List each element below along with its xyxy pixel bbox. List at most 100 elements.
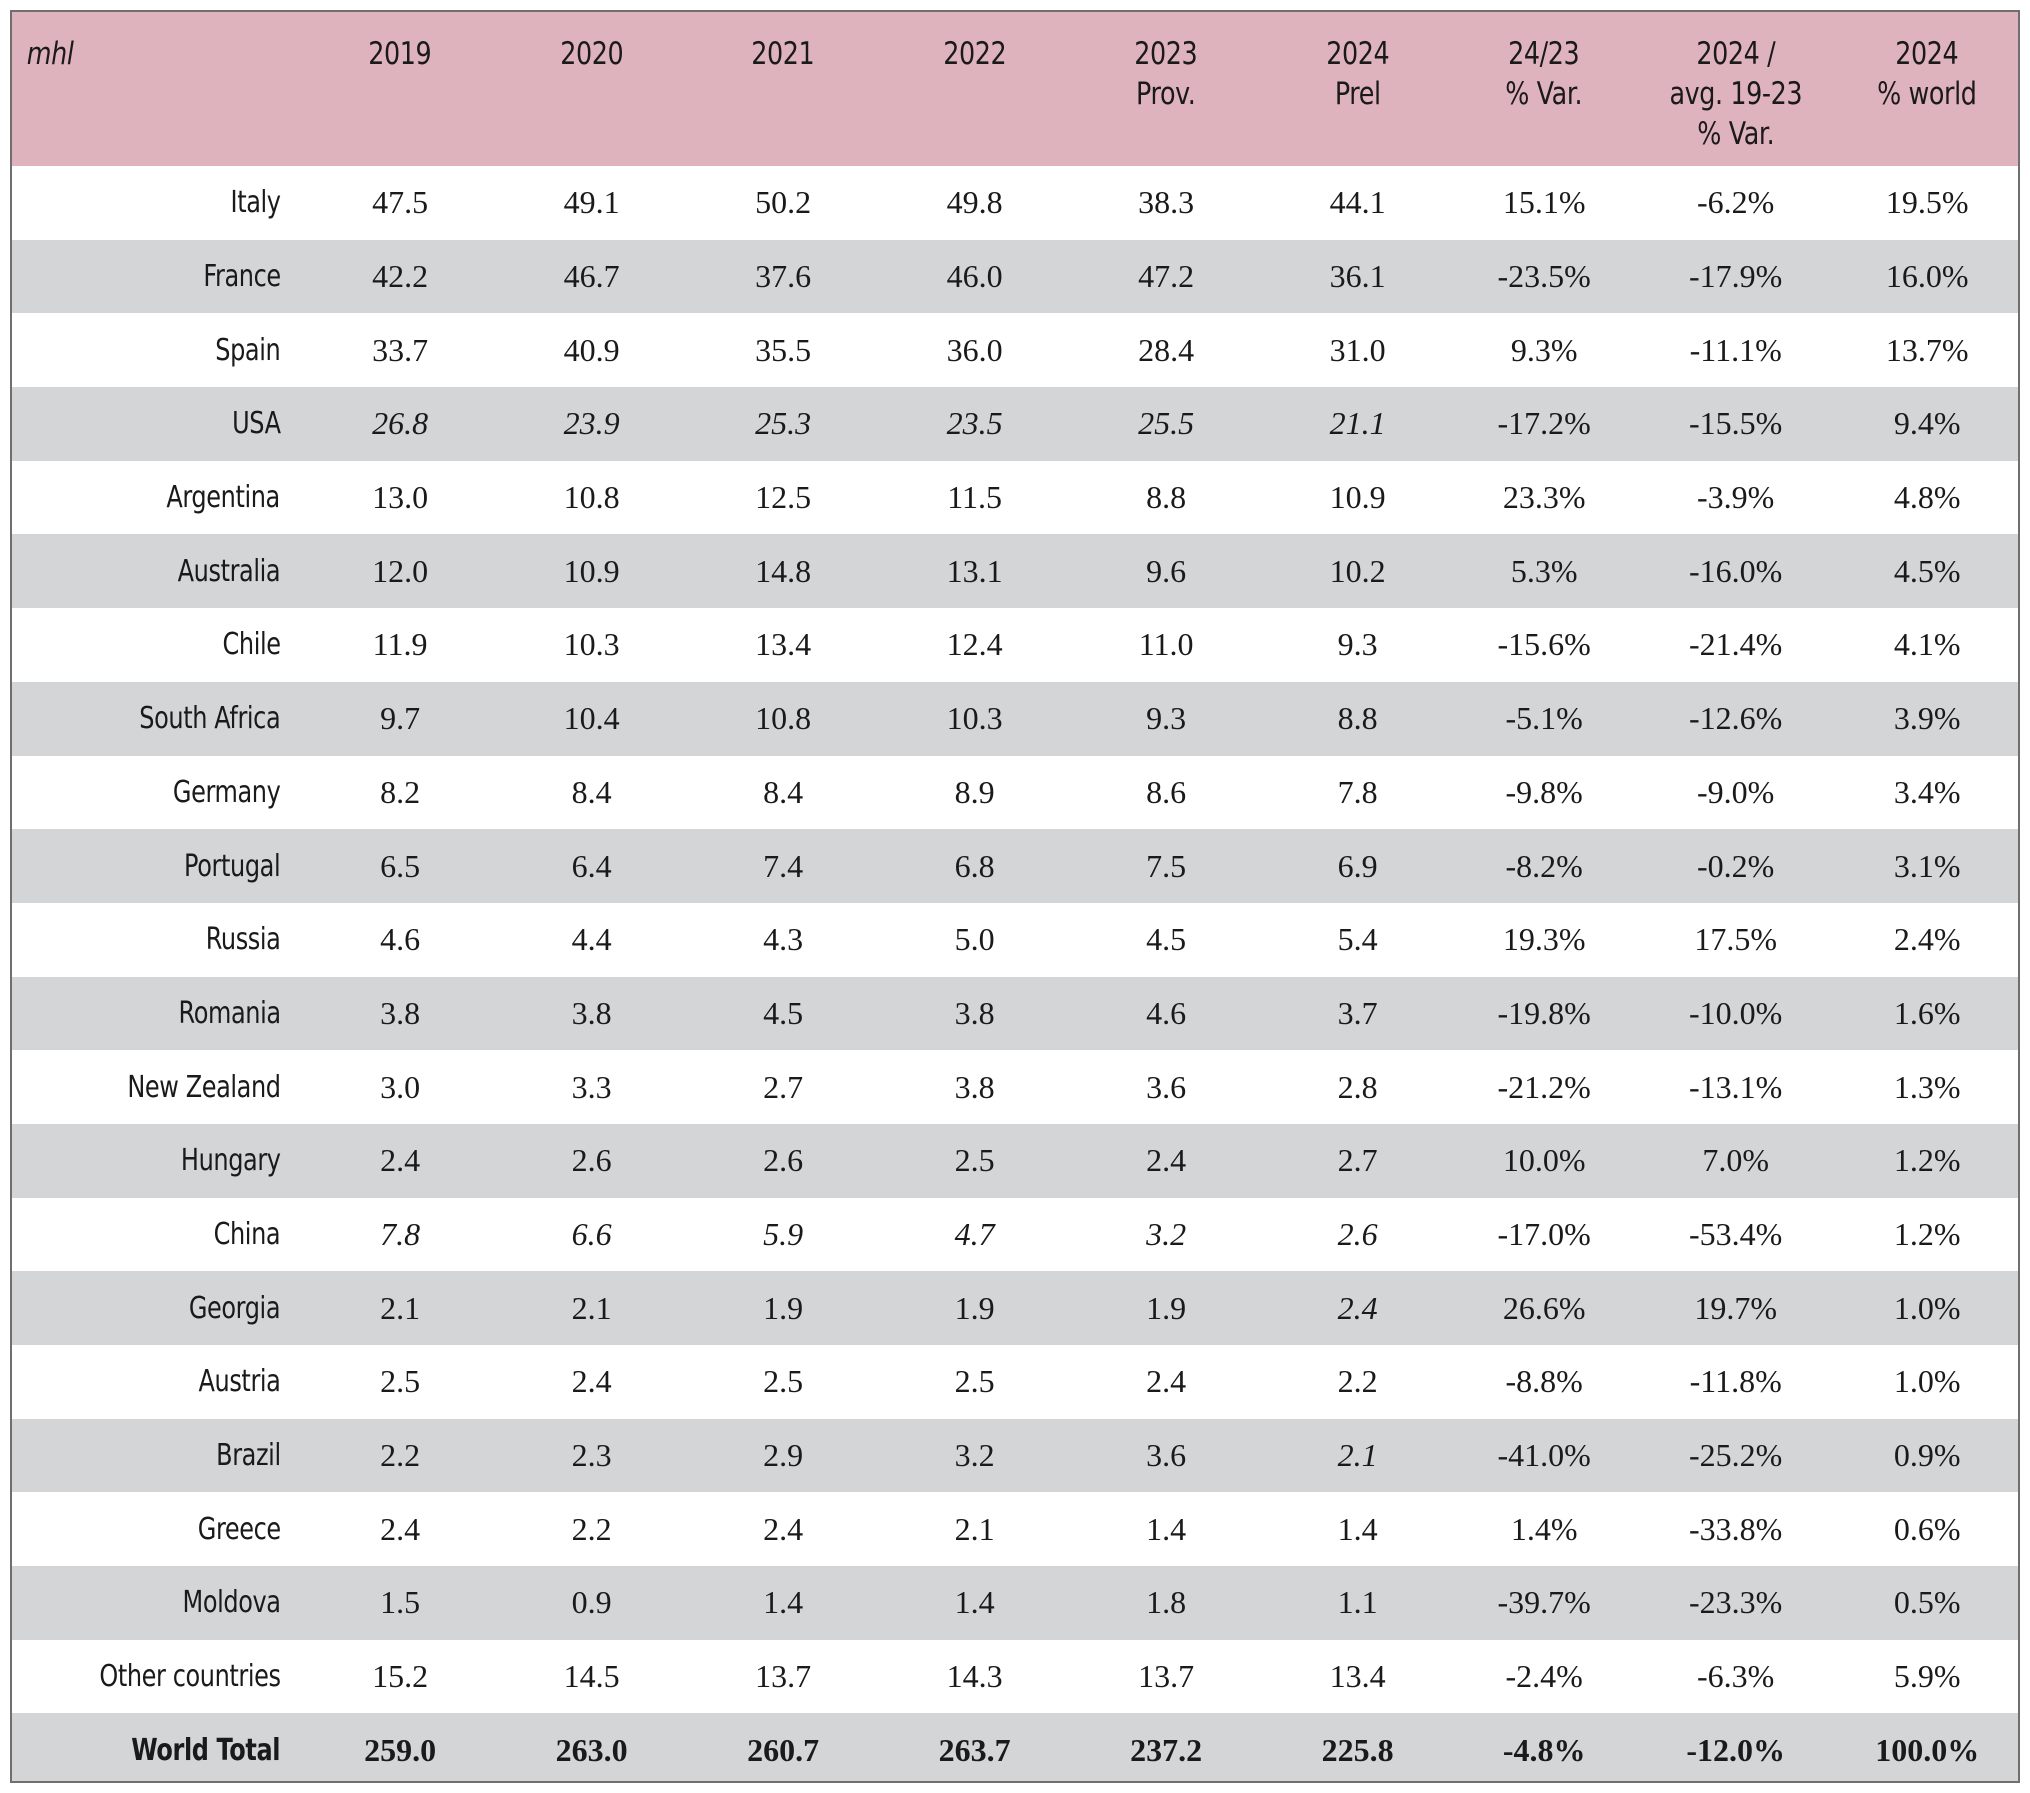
value-cell: 13.7% xyxy=(1885,331,1969,368)
value-cell: -15.5% xyxy=(1689,405,1783,442)
value-cell: 263.0 xyxy=(555,1731,628,1768)
value-cell: -8.8% xyxy=(1505,1363,1583,1400)
value-cell: -8.2% xyxy=(1505,847,1583,884)
country-name-text: Russia xyxy=(205,922,281,958)
value-cell: 1.4 xyxy=(1337,1510,1378,1547)
table-row: Georgia 2.1 2.1 1.9 1.9 1.9 2.4 26.6% 19.7% 1.0% xyxy=(12,1271,2018,1345)
value-cell: 46.7 xyxy=(563,258,620,295)
value-cell: 2.6 xyxy=(763,1142,804,1179)
column-header-line: 2022 xyxy=(943,36,1007,72)
value-cell: 10.0% xyxy=(1502,1142,1586,1179)
value-cell: 37.6 xyxy=(755,258,812,295)
value-cell: 1.5 xyxy=(380,1584,421,1621)
value-cell: 6.5 xyxy=(380,847,421,884)
value-cell: 23.9 xyxy=(563,405,620,442)
country-name-text: Other countries xyxy=(99,1659,281,1695)
value-cell: -13.1% xyxy=(1689,1068,1783,1105)
table-row: France 42.2 46.7 37.6 46.0 47.2 36.1 -23.5% -17.… xyxy=(12,239,2018,314)
value-cell: 1.0% xyxy=(1893,1363,1961,1400)
column-header-line: 2024 / xyxy=(1696,36,1776,72)
value-cell: 6.9 xyxy=(1337,847,1378,884)
column-header-line: 2024 xyxy=(1895,36,1959,72)
value-cell: 10.3 xyxy=(563,626,620,663)
value-cell: 2.5 xyxy=(954,1363,995,1400)
value-cell: 9.3% xyxy=(1510,331,1578,368)
country-name: Australia xyxy=(12,534,304,608)
value-cell: -17.0% xyxy=(1497,1215,1591,1252)
country-name-text: Moldova xyxy=(182,1585,281,1621)
value-cell: 1.3% xyxy=(1893,1068,1961,1105)
column-header-line: % Var. xyxy=(1697,116,1775,152)
value-cell: -11.1% xyxy=(1689,331,1782,368)
value-cell: 3.9% xyxy=(1893,700,1961,737)
country-name-text: USA xyxy=(231,406,281,442)
column-header-line: Prov. xyxy=(1136,76,1196,112)
column-header: 24/23 % Var. xyxy=(1470,12,1619,166)
value-cell: 11.0 xyxy=(1138,626,1194,663)
value-cell: 259.0 xyxy=(364,1731,437,1768)
value-cell: 10.8 xyxy=(563,479,620,516)
value-cell: 11.9 xyxy=(372,626,428,663)
total-label: World Total xyxy=(12,1713,304,1781)
value-cell: 42.2 xyxy=(372,258,429,295)
table-row: Spain 33.7 40.9 35.5 36.0 28.4 31.0 9.3% -11.1% 1… xyxy=(12,313,2018,387)
value-cell: -17.2% xyxy=(1497,405,1591,442)
country-name-text: New Zealand xyxy=(127,1069,281,1105)
column-header-line: avg. 19-23 xyxy=(1669,76,1802,112)
value-cell: -6.3% xyxy=(1697,1658,1775,1695)
value-cell: 2.8 xyxy=(1337,1068,1378,1105)
total-row: World Total 259.0 263.0 260.7 263.7 237.2 225.… xyxy=(12,1713,2018,1781)
value-cell: -6.2% xyxy=(1697,184,1775,221)
value-cell: 2.4 xyxy=(380,1142,421,1179)
value-cell: 2.1 xyxy=(954,1510,995,1547)
value-cell: 3.7 xyxy=(1337,994,1378,1031)
value-cell: 2.4 xyxy=(763,1510,804,1547)
table-body: Italy 47.5 49.1 50.2 49.8 38.3 44.1 15.1% -6.2% 1… xyxy=(12,166,2018,1781)
value-cell: 13.0 xyxy=(372,479,429,516)
value-cell: 7.0% xyxy=(1702,1142,1769,1179)
value-cell: 21.1 xyxy=(1329,405,1386,442)
country-name-text: France xyxy=(202,259,281,295)
value-cell: -12.0% xyxy=(1686,1731,1785,1768)
value-cell: 2.4 xyxy=(380,1510,421,1547)
value-cell: 7.8 xyxy=(1337,773,1378,810)
value-cell: 6.4 xyxy=(571,847,612,884)
value-cell: -25.2% xyxy=(1689,1437,1783,1474)
value-cell: 0.6% xyxy=(1893,1510,1961,1547)
value-cell: 47.5 xyxy=(372,184,429,221)
value-cell: 26.6% xyxy=(1502,1289,1586,1326)
value-cell: -11.8% xyxy=(1689,1363,1782,1400)
value-cell: 31.0 xyxy=(1329,331,1386,368)
value-cell: 12.4 xyxy=(946,626,1003,663)
value-cell: 5.9% xyxy=(1893,1658,1961,1695)
column-header-line: 2024 xyxy=(1326,36,1390,72)
country-name: Portugal xyxy=(12,829,304,903)
value-cell: 14.5 xyxy=(563,1658,620,1695)
value-cell: 2.2 xyxy=(1337,1363,1378,1400)
value-cell: 3.3 xyxy=(571,1068,612,1105)
value-cell: 1.2% xyxy=(1893,1142,1961,1179)
country-name: Italy xyxy=(12,166,304,240)
value-cell: 19.7% xyxy=(1694,1289,1777,1326)
value-cell: 2.1 xyxy=(380,1289,421,1326)
value-cell: 46.0 xyxy=(946,258,1003,295)
value-cell: 9.3 xyxy=(1337,626,1378,663)
value-cell: 10.2 xyxy=(1329,552,1386,589)
value-cell: 2.4 xyxy=(1337,1289,1378,1326)
country-name: Romania xyxy=(12,977,304,1051)
table-row: China 7.8 6.6 5.9 4.7 3.2 2.6 -17.0% -53.4% 1.2% xyxy=(12,1198,2018,1272)
country-name: Greece xyxy=(12,1492,304,1566)
value-cell: 9.6 xyxy=(1146,552,1187,589)
value-cell: 2.4 xyxy=(1146,1363,1187,1400)
value-cell: 4.3 xyxy=(763,921,804,958)
value-cell: 23.5 xyxy=(946,405,1003,442)
value-cell: -23.3% xyxy=(1689,1584,1783,1621)
value-cell: 4.6 xyxy=(1146,994,1187,1031)
value-cell: 1.4 xyxy=(763,1584,804,1621)
table-row: USA 26.8 23.9 25.3 23.5 25.5 21.1 -17.2% -15.5% 9… xyxy=(12,387,2018,461)
column-header: 2024 % world xyxy=(1853,12,2002,166)
value-cell: -21.4% xyxy=(1689,626,1783,663)
country-name: Georgia xyxy=(12,1271,304,1345)
value-cell: 1.6% xyxy=(1893,994,1961,1031)
value-cell: 10.9 xyxy=(1329,479,1386,516)
